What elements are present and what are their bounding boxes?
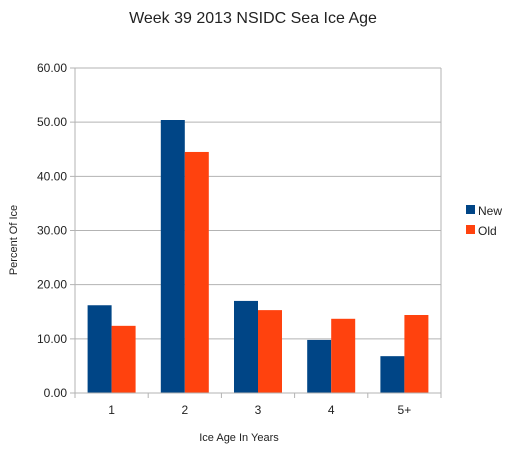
bar-old xyxy=(331,318,356,393)
x-tick-label: 2 xyxy=(181,403,188,417)
bars xyxy=(87,120,429,393)
legend-label-new: New xyxy=(478,204,502,218)
y-axis-label: Percent Of Ice xyxy=(8,205,20,275)
legend-swatch-old xyxy=(466,225,475,234)
x-tick-label: 3 xyxy=(255,403,262,417)
bar-new xyxy=(160,120,185,393)
bar-old xyxy=(404,315,429,393)
y-tick-label: 20.00 xyxy=(37,278,67,292)
axes xyxy=(70,68,442,398)
chart-title: Week 39 2013 NSIDC Sea Ice Age xyxy=(129,10,377,27)
x-axis-label: Ice Age In Years xyxy=(199,432,279,444)
y-tick-label: 40.00 xyxy=(37,169,67,183)
x-tick-label: 1 xyxy=(108,403,115,417)
x-tick-label: 4 xyxy=(328,403,335,417)
y-tick-labels: 0.00 10.00 20.00 30.00 40.00 50.00 60.00 xyxy=(37,61,67,400)
bar-new xyxy=(234,300,258,393)
legend: New Old xyxy=(466,204,502,238)
bar-old xyxy=(258,310,282,393)
legend-label-old: Old xyxy=(478,224,497,238)
bar-old xyxy=(111,325,136,393)
bar-new xyxy=(380,356,405,393)
legend-swatch-new xyxy=(466,205,475,214)
bar-new xyxy=(87,305,112,393)
y-tick-label: 10.00 xyxy=(37,332,67,346)
x-tick-labels: 1 2 3 4 5+ xyxy=(108,403,411,417)
y-tick-label: 50.00 xyxy=(37,115,67,129)
bar-old xyxy=(184,151,209,393)
y-tick-label: 0.00 xyxy=(44,386,68,400)
bar-new xyxy=(307,339,332,393)
x-tick-label: 5+ xyxy=(398,403,412,417)
y-tick-label: 60.00 xyxy=(37,61,67,75)
y-tick-label: 30.00 xyxy=(37,224,67,238)
